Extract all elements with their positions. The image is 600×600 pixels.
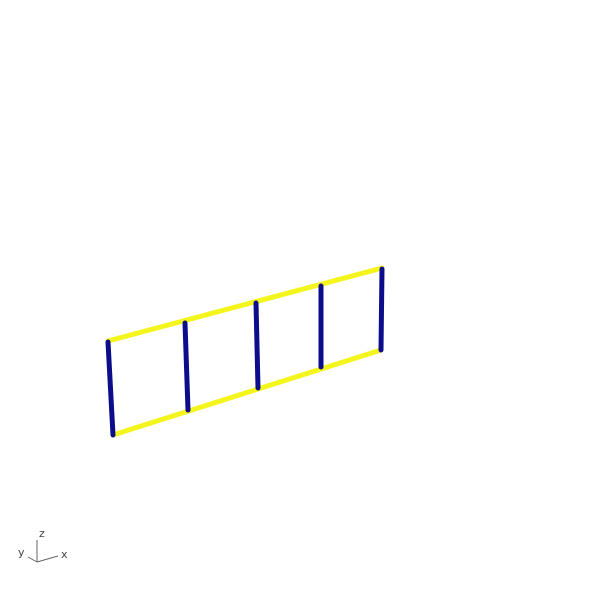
z-axis-label: z	[39, 527, 45, 540]
column-2	[185, 323, 188, 410]
column-3	[256, 303, 258, 388]
x-axis-label: x	[61, 548, 68, 561]
y-axis-label: y	[18, 546, 25, 559]
column-5	[381, 269, 382, 350]
